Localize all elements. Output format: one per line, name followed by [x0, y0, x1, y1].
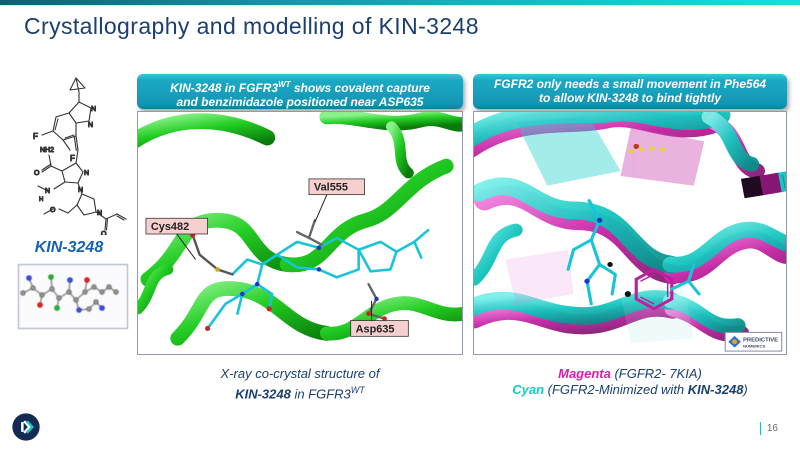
svg-text:NUMERICS: NUMERICS [743, 344, 766, 349]
svg-text:N: N [45, 188, 50, 195]
svg-text:N: N [84, 170, 89, 177]
svg-text:Asp635: Asp635 [356, 323, 395, 335]
svg-text:Cys482: Cys482 [151, 221, 189, 233]
svg-text:F: F [33, 132, 38, 141]
svg-text:O: O [101, 231, 107, 235]
svg-text:N: N [88, 122, 93, 129]
svg-text:O: O [34, 170, 40, 177]
svg-text:N: N [91, 106, 96, 113]
svg-text:H: H [39, 197, 43, 203]
svg-text:Val555: Val555 [314, 182, 348, 194]
svg-text:F: F [70, 154, 75, 163]
svg-text:NH2: NH2 [40, 147, 54, 154]
